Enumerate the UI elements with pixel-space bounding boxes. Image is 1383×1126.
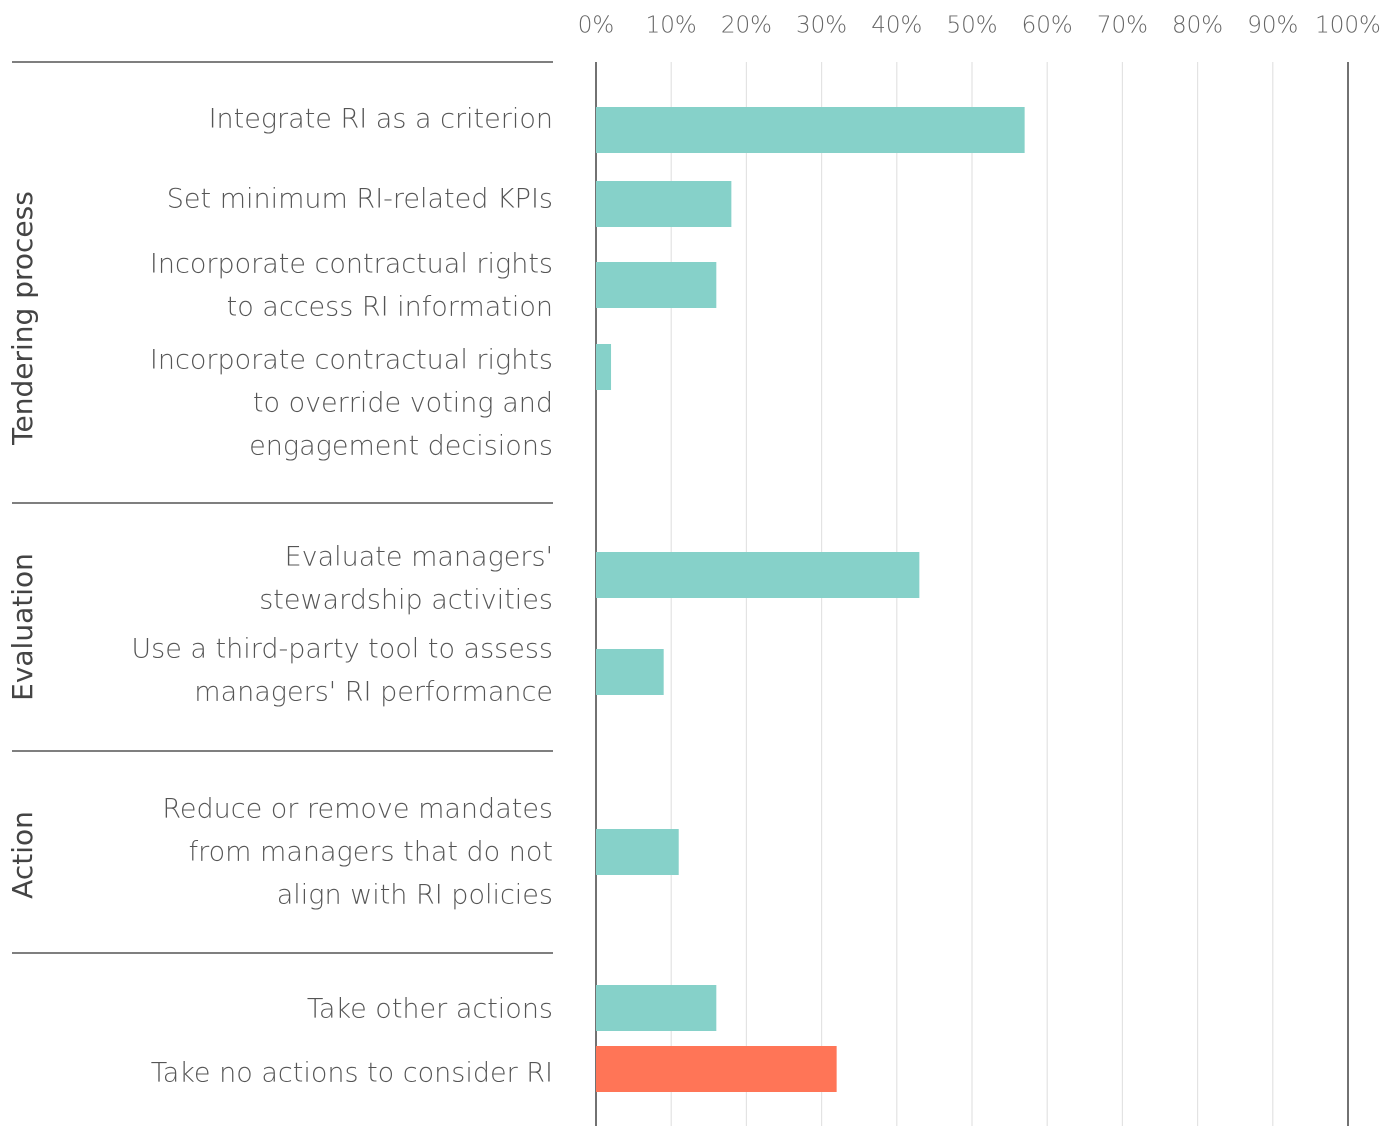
category-label: Evaluate managers' — [285, 542, 553, 573]
x-tick-label: 60% — [1022, 13, 1073, 39]
x-tick-label: 70% — [1097, 13, 1148, 39]
x-tick-label: 20% — [721, 13, 772, 39]
bar — [596, 107, 1025, 153]
bar — [596, 552, 920, 598]
x-tick-label: 100% — [1315, 13, 1381, 39]
category-label: managers' RI performance — [194, 677, 553, 708]
x-tick-label: 80% — [1172, 13, 1223, 39]
bar — [596, 262, 717, 308]
category-label: to access RI information — [227, 292, 553, 323]
category-label: from managers that do not — [189, 837, 553, 868]
category-label: Take no actions to consider RI — [151, 1058, 553, 1089]
category-label: to override voting and — [253, 388, 553, 419]
group-label: Evaluation — [6, 553, 39, 701]
x-tick-label: 0% — [578, 13, 615, 39]
group-label: Action — [6, 811, 39, 899]
bar — [596, 1046, 837, 1092]
x-tick-label: 40% — [871, 13, 922, 39]
category-label: Use a third-party tool to assess — [131, 634, 553, 665]
x-tick-label: 90% — [1247, 13, 1298, 39]
category-label: Incorporate contractual rights — [150, 345, 553, 376]
bar — [596, 344, 612, 390]
group-label: Tendering process — [6, 191, 39, 446]
x-tick-label: 50% — [946, 13, 997, 39]
category-label: stewardship activities — [259, 585, 553, 616]
category-label: engagement decisions — [249, 431, 553, 462]
category-label: Integrate RI as a criterion — [209, 104, 553, 135]
x-tick-label: 10% — [646, 13, 697, 39]
bar — [596, 829, 679, 875]
x-tick-label: 30% — [796, 13, 847, 39]
bar — [596, 985, 717, 1031]
category-label: Set minimum RI-related KPIs — [167, 184, 553, 215]
category-label: Reduce or remove mandates — [162, 794, 553, 825]
category-label: align with RI policies — [277, 880, 553, 911]
bar — [596, 649, 664, 695]
bar — [596, 181, 732, 227]
category-label: Take other actions — [307, 994, 553, 1025]
category-label: Incorporate contractual rights — [150, 249, 553, 280]
